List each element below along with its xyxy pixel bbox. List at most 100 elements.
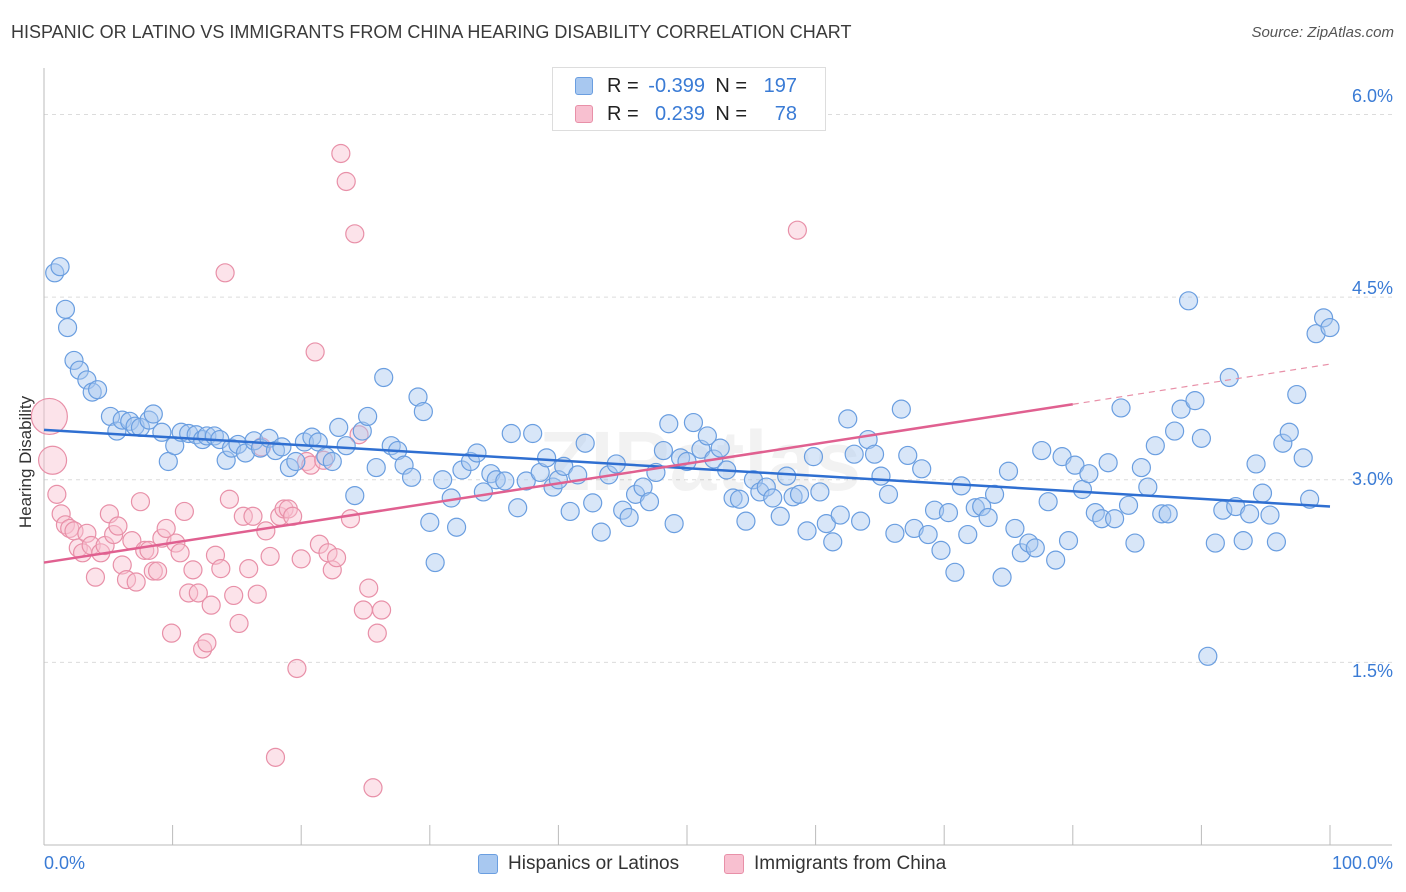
data-point xyxy=(30,397,68,436)
data-point xyxy=(85,567,106,587)
data-point xyxy=(1171,399,1191,419)
data-point xyxy=(64,350,84,371)
data-point xyxy=(183,560,203,580)
trend-line-china xyxy=(43,403,1073,564)
x-tick-label-max: 100.0% xyxy=(1331,853,1393,873)
y-tick-label: 4.5% xyxy=(1351,278,1393,298)
data-point xyxy=(1111,398,1131,418)
data-point xyxy=(1219,367,1239,388)
data-point xyxy=(575,433,595,453)
data-point xyxy=(1178,291,1199,311)
legend-swatch-pink xyxy=(724,854,744,874)
data-point xyxy=(931,540,951,560)
data-point xyxy=(1152,504,1172,524)
data-point xyxy=(359,578,379,598)
data-point xyxy=(322,560,342,580)
data-point xyxy=(763,488,783,508)
data-point xyxy=(1273,433,1293,453)
data-point xyxy=(45,263,65,283)
n-value: 78 xyxy=(774,102,797,125)
data-point xyxy=(1313,308,1334,328)
data-point xyxy=(653,440,674,461)
data-point xyxy=(394,455,414,475)
n-value: 197 xyxy=(763,74,797,97)
data-point xyxy=(871,466,891,486)
data-point xyxy=(619,507,639,528)
data-point xyxy=(1165,421,1185,441)
data-point xyxy=(224,585,244,606)
data-point xyxy=(345,224,365,244)
data-point xyxy=(1058,531,1079,551)
data-point xyxy=(77,370,97,390)
data-point xyxy=(736,511,756,531)
data-point xyxy=(789,484,810,504)
data-point xyxy=(243,506,263,526)
data-point xyxy=(353,600,373,620)
data-point xyxy=(1300,489,1320,509)
data-point xyxy=(958,524,978,545)
data-point xyxy=(247,584,267,604)
axes xyxy=(43,68,1392,846)
data-point xyxy=(1252,483,1273,503)
data-point xyxy=(1131,457,1151,478)
data-point xyxy=(787,220,807,240)
data-point xyxy=(1279,422,1299,442)
legend-item-hispanics[interactable]: Hispanics or Latinos xyxy=(478,852,679,876)
data-point xyxy=(1320,317,1340,338)
data-point xyxy=(47,484,67,504)
data-point xyxy=(1158,504,1178,524)
data-point xyxy=(87,380,108,400)
data-point xyxy=(345,485,365,506)
data-point xyxy=(591,522,611,542)
data-point xyxy=(216,450,236,470)
data-point xyxy=(366,457,386,478)
data-point xyxy=(363,778,383,798)
data-point xyxy=(777,466,797,486)
data-point xyxy=(1293,448,1313,468)
data-point xyxy=(336,171,356,192)
data-point xyxy=(229,613,249,634)
data-point xyxy=(413,401,433,422)
data-point xyxy=(683,412,704,433)
legend-item-china[interactable]: Immigrants from China xyxy=(724,852,946,876)
data-point xyxy=(938,503,959,523)
data-point xyxy=(803,447,824,467)
data-point xyxy=(197,633,217,653)
data-point xyxy=(1246,454,1266,474)
data-point xyxy=(130,492,151,512)
data-point xyxy=(878,484,899,504)
data-point xyxy=(912,459,932,479)
data-point xyxy=(1032,440,1052,461)
data-point xyxy=(108,516,128,536)
r-value: 0.239 xyxy=(654,102,705,125)
data-point xyxy=(972,496,992,517)
data-point xyxy=(37,445,68,475)
data-point xyxy=(898,445,918,466)
data-point xyxy=(495,471,515,491)
data-point xyxy=(425,552,445,573)
data-point xyxy=(992,567,1012,587)
data-point xyxy=(305,342,325,362)
data-point xyxy=(143,561,163,581)
data-point xyxy=(1038,492,1058,512)
data-point xyxy=(891,399,911,419)
data-point xyxy=(358,406,378,427)
data-point xyxy=(367,623,387,643)
grid-lines xyxy=(44,114,1392,663)
data-point xyxy=(433,470,453,490)
data-point xyxy=(659,414,679,434)
data-point xyxy=(864,444,885,464)
data-point xyxy=(838,409,858,429)
data-point xyxy=(50,257,70,277)
data-point xyxy=(239,559,259,579)
data-point xyxy=(1025,538,1045,558)
data-point xyxy=(219,489,239,509)
data-point xyxy=(265,747,286,767)
data-point xyxy=(272,437,292,457)
data-point xyxy=(233,506,253,526)
data-point xyxy=(1260,505,1280,525)
data-point xyxy=(77,523,97,543)
series-immigrants-from-china xyxy=(30,143,807,798)
trend-line-hispanics xyxy=(43,428,1331,508)
data-point xyxy=(639,492,660,512)
